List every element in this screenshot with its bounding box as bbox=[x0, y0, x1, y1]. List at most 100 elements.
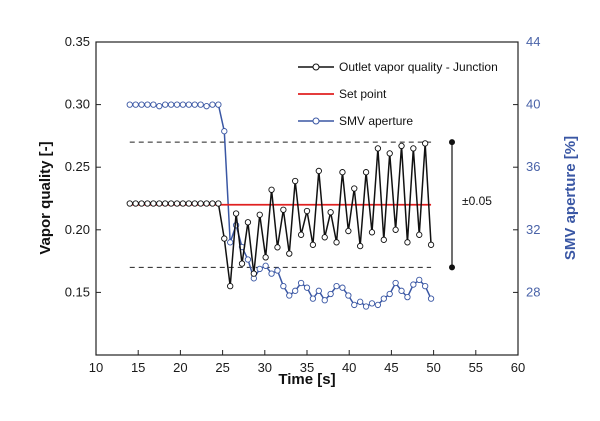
data-point-outlet-vapor-quality-junction bbox=[339, 169, 346, 176]
data-point-outlet-vapor-quality-junction bbox=[386, 150, 393, 157]
legend-label-setpoint: Set point bbox=[339, 87, 387, 101]
data-point-outlet-vapor-quality-junction bbox=[392, 226, 399, 233]
data-point-smv-aperture bbox=[410, 281, 417, 288]
data-point-smv-aperture bbox=[292, 287, 299, 294]
data-point-smv-aperture bbox=[274, 267, 281, 274]
legend-label-smv: SMV aperture bbox=[339, 114, 413, 128]
data-point-outlet-vapor-quality-junction bbox=[345, 227, 352, 235]
data-point-outlet-vapor-quality-junction bbox=[303, 207, 311, 215]
data-point-smv-aperture bbox=[392, 279, 399, 287]
data-point-smv-aperture bbox=[345, 292, 352, 299]
data-point-outlet-vapor-quality-junction bbox=[238, 260, 246, 267]
x-tick-label: 35 bbox=[300, 360, 314, 375]
data-point-outlet-vapor-quality-junction bbox=[156, 200, 163, 207]
x-axis-ticks: 10 15 20 25 30 35 40 45 50 55 60 bbox=[89, 350, 525, 375]
data-point-outlet-vapor-quality-junction bbox=[416, 231, 423, 238]
data-point-outlet-vapor-quality-junction bbox=[327, 209, 334, 216]
y-tick-label: 0.15 bbox=[65, 284, 90, 299]
data-point-outlet-vapor-quality-junction bbox=[404, 239, 411, 246]
data-point-smv-aperture bbox=[167, 101, 175, 108]
data-point-outlet-vapor-quality-junction bbox=[410, 145, 417, 152]
data-point-outlet-vapor-quality-junction bbox=[185, 200, 192, 207]
data-point-outlet-vapor-quality-junction bbox=[132, 200, 139, 207]
data-point-smv-aperture bbox=[156, 103, 163, 110]
data-point-outlet-vapor-quality-junction bbox=[227, 282, 234, 290]
data-point-smv-aperture bbox=[179, 101, 187, 108]
data-point-outlet-vapor-quality-junction bbox=[173, 200, 181, 207]
y-tick-label: 0.35 bbox=[65, 34, 90, 49]
data-point-outlet-vapor-quality-junction bbox=[333, 239, 340, 246]
data-point-outlet-vapor-quality-junction bbox=[144, 200, 151, 207]
data-point-outlet-vapor-quality-junction bbox=[321, 234, 328, 241]
data-point-smv-aperture bbox=[386, 290, 393, 298]
data-point-outlet-vapor-quality-junction bbox=[427, 241, 435, 248]
data-point-outlet-vapor-quality-junction bbox=[309, 241, 317, 248]
x-tick-label: 20 bbox=[173, 360, 187, 375]
data-point-smv-aperture bbox=[144, 101, 151, 108]
data-point-smv-aperture bbox=[244, 256, 252, 263]
data-point-smv-aperture bbox=[427, 295, 435, 302]
data-point-smv-aperture bbox=[368, 300, 376, 307]
tolerance-bracket-top-dot bbox=[449, 139, 455, 146]
data-point-outlet-vapor-quality-junction bbox=[374, 145, 382, 152]
y-tick-label: 0.30 bbox=[65, 97, 90, 112]
x-tick-label: 45 bbox=[384, 360, 398, 375]
y-tick-label: 0.25 bbox=[65, 159, 90, 174]
data-point-smv-aperture bbox=[333, 282, 340, 290]
x-tick-label: 10 bbox=[89, 360, 103, 375]
data-point-outlet-vapor-quality-junction bbox=[150, 200, 157, 207]
data-point-outlet-vapor-quality-junction bbox=[221, 235, 228, 242]
data-point-smv-aperture bbox=[203, 103, 210, 110]
data-point-outlet-vapor-quality-junction bbox=[357, 242, 364, 250]
data-point-smv-aperture bbox=[374, 301, 382, 309]
data-point-smv-aperture bbox=[173, 101, 181, 108]
data-point-smv-aperture bbox=[262, 262, 269, 269]
data-point-smv-aperture bbox=[162, 101, 169, 108]
y2-axis-ticks: 28 32 36 40 44 bbox=[513, 34, 540, 299]
data-point-outlet-vapor-quality-junction bbox=[315, 167, 322, 175]
data-point-smv-aperture bbox=[209, 101, 216, 108]
data-point-outlet-vapor-quality-junction bbox=[292, 177, 299, 185]
data-point-smv-aperture bbox=[357, 298, 364, 305]
data-point-outlet-vapor-quality-junction bbox=[126, 200, 133, 207]
data-point-smv-aperture bbox=[315, 287, 322, 294]
legend-marker-smv bbox=[312, 117, 320, 125]
data-point-smv-aperture bbox=[321, 297, 328, 304]
data-point-outlet-vapor-quality-junction bbox=[380, 236, 387, 243]
data-point-outlet-vapor-quality-junction bbox=[286, 250, 293, 257]
data-point-outlet-vapor-quality-junction bbox=[274, 244, 281, 251]
x-axis-label: Time [s] bbox=[278, 371, 335, 388]
y-axis-label: Vapor quality [-] bbox=[37, 141, 54, 254]
y-axis-ticks: 0.15 0.20 0.25 0.30 0.35 bbox=[65, 34, 101, 299]
data-point-smv-aperture bbox=[126, 101, 133, 108]
data-point-outlet-vapor-quality-junction bbox=[179, 200, 187, 207]
data-point-smv-aperture bbox=[309, 295, 317, 302]
series-layer bbox=[126, 101, 435, 310]
data-point-outlet-vapor-quality-junction bbox=[268, 186, 275, 193]
y2-tick-label: 40 bbox=[526, 97, 540, 112]
data-point-outlet-vapor-quality-junction bbox=[138, 200, 145, 207]
data-point-smv-aperture bbox=[404, 293, 411, 301]
tolerance-label: ±0.05 bbox=[462, 194, 492, 208]
data-point-smv-aperture bbox=[286, 292, 293, 299]
x-tick-label: 40 bbox=[342, 360, 356, 375]
data-point-smv-aperture bbox=[185, 101, 192, 108]
data-point-smv-aperture bbox=[150, 101, 157, 108]
data-point-smv-aperture bbox=[221, 128, 228, 135]
data-point-outlet-vapor-quality-junction bbox=[232, 210, 240, 217]
plot-frame bbox=[95, 41, 519, 356]
data-point-outlet-vapor-quality-junction bbox=[162, 200, 169, 207]
y2-axis-label: SMV aperture [%] bbox=[562, 136, 579, 260]
data-point-smv-aperture bbox=[227, 239, 234, 246]
y2-tick-label: 28 bbox=[526, 284, 540, 299]
x-tick-label: 60 bbox=[511, 360, 525, 375]
data-point-outlet-vapor-quality-junction bbox=[422, 140, 429, 147]
data-point-outlet-vapor-quality-junction bbox=[203, 200, 210, 207]
x-tick-label: 30 bbox=[258, 360, 272, 375]
data-point-outlet-vapor-quality-junction bbox=[362, 169, 370, 176]
data-point-outlet-vapor-quality-junction bbox=[256, 211, 263, 218]
data-point-outlet-vapor-quality-junction bbox=[244, 219, 252, 226]
data-point-smv-aperture bbox=[191, 101, 198, 108]
data-point-outlet-vapor-quality-junction bbox=[215, 200, 222, 207]
